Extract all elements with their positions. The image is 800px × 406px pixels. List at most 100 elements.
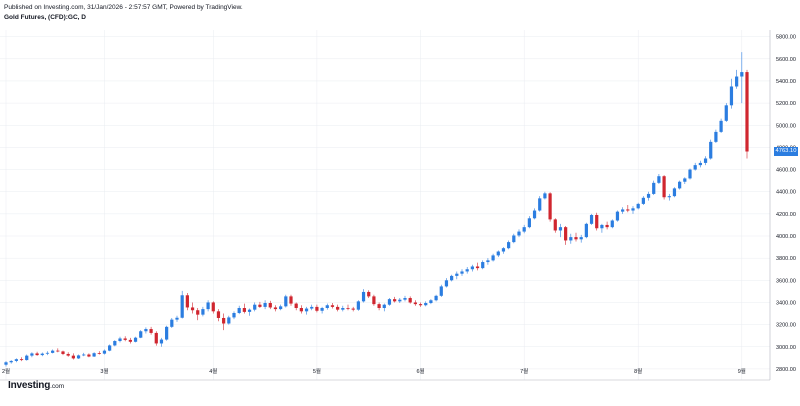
candle-body	[470, 266, 474, 270]
candle-body	[538, 198, 542, 211]
candle-body	[273, 307, 278, 310]
candle	[600, 223, 604, 233]
candle	[222, 313, 226, 331]
candle	[40, 352, 44, 357]
candle-body	[657, 176, 661, 183]
candle	[678, 180, 682, 190]
candle-body	[703, 158, 708, 163]
candle-body	[263, 303, 267, 307]
candle	[450, 274, 454, 282]
candle	[61, 350, 65, 356]
candle-body	[9, 360, 13, 363]
candle-body	[268, 303, 272, 308]
candle-body	[403, 298, 407, 300]
x-tick-label: 2월	[2, 367, 10, 375]
candle	[108, 344, 112, 352]
candle	[97, 351, 101, 355]
candle-body	[444, 280, 449, 287]
x-tick-label: 5월	[313, 367, 321, 375]
candle	[14, 358, 18, 363]
candle-body	[501, 248, 506, 252]
candle	[128, 337, 132, 344]
candle	[393, 296, 397, 303]
candle-body	[636, 203, 640, 209]
candle-body	[605, 224, 609, 228]
candle	[672, 187, 677, 198]
x-tick-label: 7월	[520, 367, 528, 375]
candle-body	[600, 224, 604, 229]
candle-body	[289, 296, 293, 304]
candle	[507, 240, 511, 250]
candle	[330, 303, 335, 309]
candle-body	[51, 350, 55, 353]
candle	[626, 205, 630, 213]
candle	[543, 191, 547, 200]
candle-body	[356, 301, 360, 310]
candle	[558, 223, 563, 238]
x-axis-ticks: 2월3월4월5월6월7월8월9월10월11월12월20261529	[2, 367, 746, 375]
candle-body	[304, 308, 309, 312]
chart-title: Gold Futures, (CFD):GC, D	[4, 14, 86, 21]
candle-body	[216, 311, 221, 318]
candle-body	[14, 359, 18, 361]
candle-body	[486, 260, 490, 263]
candle	[175, 315, 179, 322]
candle-body	[232, 312, 236, 318]
candle-body	[496, 251, 500, 256]
candle-body	[678, 181, 682, 189]
candle-body	[185, 295, 189, 308]
candle	[4, 361, 8, 367]
candle-body	[367, 291, 371, 297]
candle-body	[97, 353, 101, 354]
candle	[382, 303, 386, 312]
candle	[584, 222, 588, 239]
candle-body	[543, 193, 547, 199]
candle	[289, 294, 293, 306]
candle	[372, 294, 376, 306]
candle	[102, 349, 107, 355]
candle-body	[258, 304, 262, 307]
candle-body	[61, 351, 65, 354]
candle	[201, 306, 205, 317]
candle-body	[491, 255, 495, 261]
candle-body	[56, 350, 60, 352]
candle	[652, 180, 656, 196]
candle	[30, 352, 34, 358]
candle-body	[330, 305, 335, 307]
candle	[56, 348, 60, 353]
candle-body	[698, 162, 702, 166]
candle	[569, 233, 573, 244]
candle	[579, 234, 583, 243]
candle-body	[740, 72, 744, 77]
candle	[216, 309, 221, 322]
y-tick-label: 4600.00	[776, 168, 796, 174]
candle	[527, 216, 531, 229]
candle	[667, 193, 671, 201]
candle-body	[170, 319, 174, 327]
candle-body	[641, 197, 645, 204]
candle	[595, 212, 599, 231]
candle-body	[439, 286, 443, 296]
candle-body	[165, 326, 169, 340]
candle	[66, 352, 70, 357]
candle-body	[595, 214, 599, 229]
candle	[346, 304, 350, 311]
candle-body	[279, 306, 283, 310]
candle	[185, 293, 189, 311]
x-tick-label: 3월	[100, 367, 108, 375]
candle-body	[413, 302, 417, 305]
candle	[356, 300, 360, 311]
candle-body	[724, 105, 728, 121]
candle	[709, 139, 713, 160]
candle	[424, 301, 428, 307]
candle-body	[325, 305, 329, 309]
candle-body	[346, 308, 350, 309]
candle	[698, 160, 702, 168]
candle	[351, 306, 355, 312]
candle	[387, 298, 392, 306]
candle-body	[558, 227, 563, 231]
candle	[465, 267, 469, 274]
candle-body	[242, 308, 246, 312]
candle-body	[475, 266, 480, 269]
